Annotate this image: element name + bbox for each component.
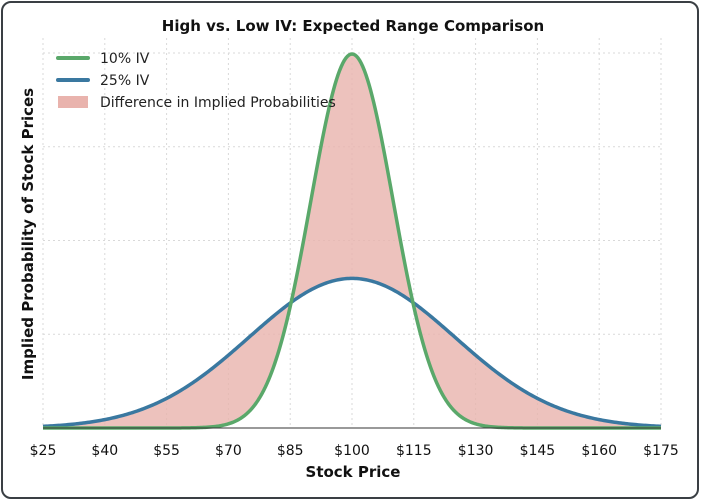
x-tick-label: $115 [396,443,432,459]
legend-swatch-difference [58,96,88,108]
x-tick-label: $130 [458,443,494,459]
x-tick-label: $25 [30,443,57,459]
x-tick-label: $40 [91,443,118,459]
x-tick-label: $85 [277,443,304,459]
series-line-25-iv [42,276,662,429]
legend: 10% IV 25% IV Difference in Implied Prob… [56,51,336,111]
legend-label-10-iv: 10% IV [100,51,150,67]
chart-title: High vs. Low IV: Expected Range Comparis… [162,17,544,35]
x-axis-label: Stock Price [306,463,401,481]
grid [42,38,662,428]
x-tick-label: $70 [215,443,242,459]
x-tick-label: $160 [581,443,617,459]
legend-label-difference: Difference in Implied Probabilities [100,95,336,111]
x-ticks: $25 $40 $55 $70 $85 $100 $115 $130 $145 $160 $175 [30,443,679,459]
legend-label-25-iv: 25% IV [100,73,150,89]
x-tick-label: $100 [334,443,370,459]
x-tick-label: $175 [643,443,679,459]
y-axis-label: Implied Probability of Stock Prices [19,88,37,380]
difference-fill [43,53,661,429]
x-tick-label: $55 [153,443,180,459]
x-tick-label: $145 [520,443,556,459]
